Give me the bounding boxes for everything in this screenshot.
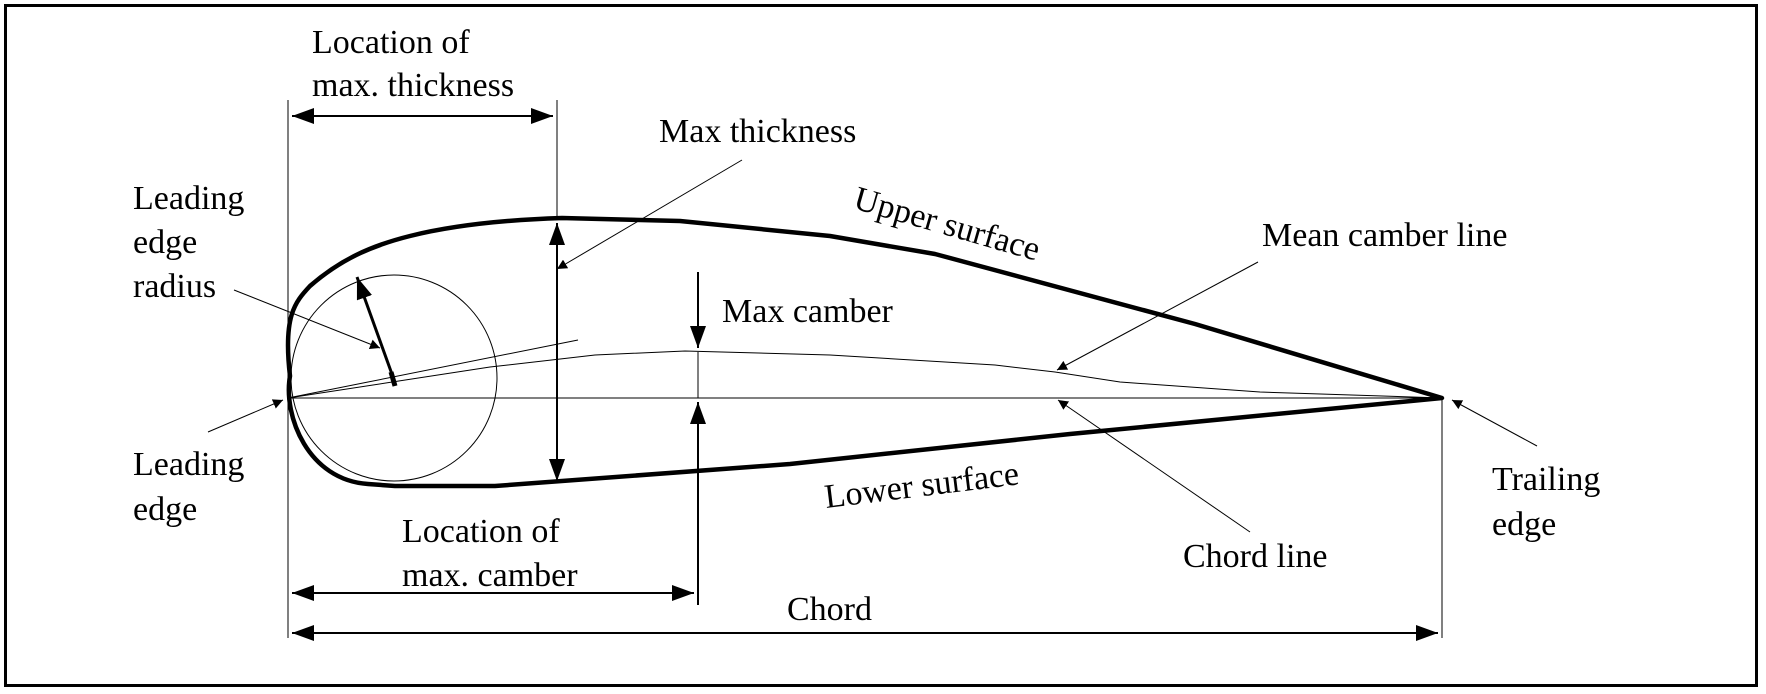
trailing-edge-label: edge (1492, 506, 1556, 543)
airfoil-outline (285, 215, 1445, 489)
mean-camber-line (287, 350, 1443, 399)
leading-edge-radius-label: radius (133, 268, 216, 305)
mean-camber-leader (1056, 261, 1259, 371)
leading-edge-leader (207, 399, 284, 433)
max-thickness-label: Max thickness (659, 113, 856, 150)
radius-arrow (355, 276, 395, 378)
loc-max-camber-label: max. camber (402, 557, 578, 594)
trailing-edge-label: Trailing (1492, 461, 1600, 498)
leading-edge-circle (290, 274, 498, 482)
trailing-edge-leader (1451, 399, 1538, 447)
leading-edge-tangent (287, 339, 579, 399)
max-camber-label: Max camber (722, 293, 894, 330)
leading-edge-label: Leading (133, 446, 244, 483)
max-thickness-leader (556, 159, 743, 270)
leading-edge-radius-label: edge (133, 224, 197, 261)
leading-edge-radius-leader (233, 289, 381, 349)
radius-center-tick (388, 371, 398, 387)
loc-max-thickness-label: max. thickness (312, 67, 514, 104)
loc-max-camber-label: Location of (402, 513, 560, 550)
mean-camber-line-label: Mean camber line (1262, 217, 1507, 254)
lower-surface-label: Lower surface (822, 455, 1020, 516)
chord-label: Chord (787, 591, 872, 628)
leading-edge-label: edge (133, 491, 197, 528)
chord-line-leader (1057, 399, 1251, 533)
chord-line-label: Chord line (1183, 538, 1327, 575)
leading-edge-radius-label: Leading (133, 180, 244, 217)
loc-max-thickness-label: Location of (312, 24, 470, 61)
